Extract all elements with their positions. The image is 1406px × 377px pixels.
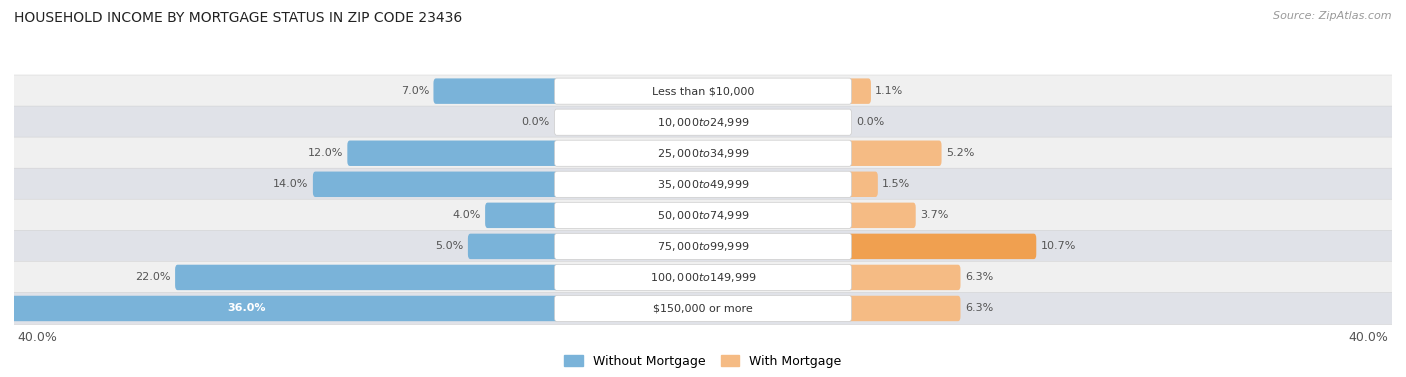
Text: $150,000 or more: $150,000 or more xyxy=(654,303,752,313)
Text: 10.7%: 10.7% xyxy=(1040,241,1076,251)
FancyBboxPatch shape xyxy=(14,137,1392,169)
Text: 22.0%: 22.0% xyxy=(135,273,170,282)
Text: HOUSEHOLD INCOME BY MORTGAGE STATUS IN ZIP CODE 23436: HOUSEHOLD INCOME BY MORTGAGE STATUS IN Z… xyxy=(14,11,463,25)
FancyBboxPatch shape xyxy=(14,230,1392,262)
FancyBboxPatch shape xyxy=(846,296,960,321)
FancyBboxPatch shape xyxy=(846,172,877,197)
FancyBboxPatch shape xyxy=(14,106,1392,138)
Text: Less than $10,000: Less than $10,000 xyxy=(652,86,754,96)
Text: 1.1%: 1.1% xyxy=(875,86,904,96)
Text: $25,000 to $34,999: $25,000 to $34,999 xyxy=(657,147,749,160)
FancyBboxPatch shape xyxy=(554,264,852,290)
FancyBboxPatch shape xyxy=(347,141,560,166)
Text: 40.0%: 40.0% xyxy=(1348,331,1389,344)
FancyBboxPatch shape xyxy=(0,296,560,321)
Legend: Without Mortgage, With Mortgage: Without Mortgage, With Mortgage xyxy=(564,355,842,368)
FancyBboxPatch shape xyxy=(846,78,870,104)
FancyBboxPatch shape xyxy=(554,296,852,322)
Text: 5.0%: 5.0% xyxy=(436,241,464,251)
Text: 40.0%: 40.0% xyxy=(17,331,58,344)
Text: 0.0%: 0.0% xyxy=(856,117,884,127)
FancyBboxPatch shape xyxy=(554,202,852,228)
FancyBboxPatch shape xyxy=(846,265,960,290)
FancyBboxPatch shape xyxy=(176,265,560,290)
FancyBboxPatch shape xyxy=(554,140,852,166)
FancyBboxPatch shape xyxy=(433,78,560,104)
Text: 6.3%: 6.3% xyxy=(965,303,993,313)
FancyBboxPatch shape xyxy=(846,202,915,228)
Text: 3.7%: 3.7% xyxy=(920,210,949,220)
FancyBboxPatch shape xyxy=(14,168,1392,201)
Text: 4.0%: 4.0% xyxy=(453,210,481,220)
FancyBboxPatch shape xyxy=(485,202,560,228)
Text: 5.2%: 5.2% xyxy=(946,148,974,158)
Text: 1.5%: 1.5% xyxy=(882,179,910,189)
FancyBboxPatch shape xyxy=(14,292,1392,325)
Text: 7.0%: 7.0% xyxy=(401,86,429,96)
Text: 6.3%: 6.3% xyxy=(965,273,993,282)
Text: 36.0%: 36.0% xyxy=(228,303,266,313)
FancyBboxPatch shape xyxy=(14,75,1392,107)
Text: $10,000 to $24,999: $10,000 to $24,999 xyxy=(657,116,749,129)
Text: $50,000 to $74,999: $50,000 to $74,999 xyxy=(657,209,749,222)
Text: 14.0%: 14.0% xyxy=(273,179,308,189)
FancyBboxPatch shape xyxy=(14,199,1392,231)
Text: $35,000 to $49,999: $35,000 to $49,999 xyxy=(657,178,749,191)
Text: 0.0%: 0.0% xyxy=(522,117,550,127)
FancyBboxPatch shape xyxy=(554,171,852,197)
FancyBboxPatch shape xyxy=(14,261,1392,294)
FancyBboxPatch shape xyxy=(554,109,852,135)
FancyBboxPatch shape xyxy=(554,233,852,259)
Text: Source: ZipAtlas.com: Source: ZipAtlas.com xyxy=(1274,11,1392,21)
FancyBboxPatch shape xyxy=(554,78,852,104)
Text: 12.0%: 12.0% xyxy=(308,148,343,158)
FancyBboxPatch shape xyxy=(468,234,560,259)
Text: $100,000 to $149,999: $100,000 to $149,999 xyxy=(650,271,756,284)
FancyBboxPatch shape xyxy=(846,234,1036,259)
Text: $75,000 to $99,999: $75,000 to $99,999 xyxy=(657,240,749,253)
FancyBboxPatch shape xyxy=(314,172,560,197)
FancyBboxPatch shape xyxy=(846,141,942,166)
